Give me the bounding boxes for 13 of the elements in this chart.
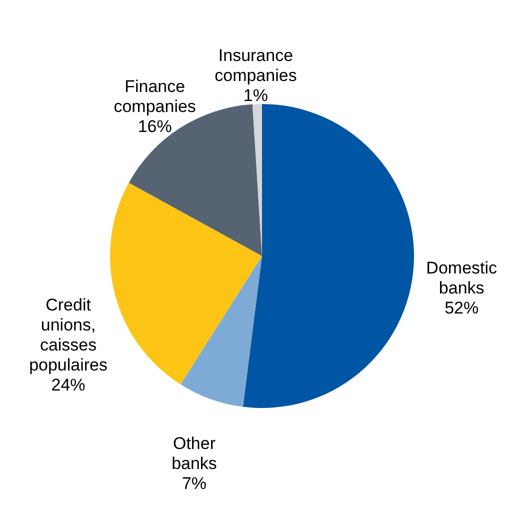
data-label: 1% [243,86,268,106]
slice-label: Credit unions, caisses populaires [29,296,108,375]
data-label: 16% [138,117,172,136]
pie-slice [242,104,414,408]
slice-label: Domestic banks [426,258,498,298]
slice-label: Finance companies [114,77,196,116]
data-label: 24% [51,376,86,395]
slice-label: Other banks [172,434,217,474]
pie-slice [180,256,262,407]
pie-slice [110,182,262,384]
data-label: 7% [182,474,207,494]
data-label: 52% [444,298,479,318]
slice-label: Insurance companies [214,46,297,86]
